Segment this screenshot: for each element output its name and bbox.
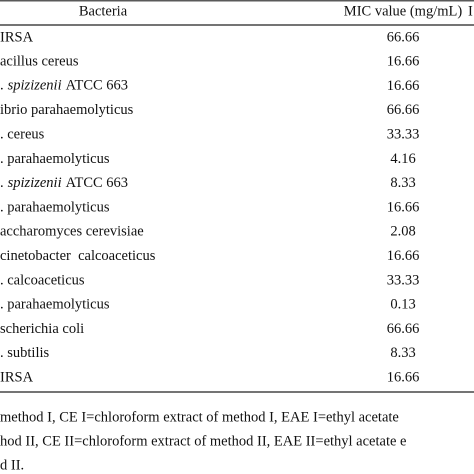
bacteria-cell: . calcoaceticus bbox=[0, 272, 85, 288]
header-cell: MIC value (mg/mL) bbox=[344, 3, 463, 19]
mic-cell: 66.66 bbox=[387, 321, 420, 337]
bacteria-part: spizizenii bbox=[8, 175, 62, 191]
bacteria-part: ATCC 663 bbox=[66, 78, 128, 94]
footnote-line: hod II, CE II=chloroform extract of meth… bbox=[0, 433, 406, 449]
bacteria-cell: IRSA bbox=[0, 370, 34, 386]
mic-cell: 0.13 bbox=[390, 297, 415, 313]
bacteria-cell: . subtilis bbox=[0, 345, 50, 361]
mic-cell: 66.66 bbox=[387, 29, 420, 45]
bacteria-cell: . cereus bbox=[0, 127, 45, 143]
bacteria-part: . bbox=[0, 78, 4, 94]
mic-cell: 16.66 bbox=[387, 78, 420, 94]
bacteria-cell: . parahaemolyticus bbox=[0, 151, 110, 167]
bacteria-cell: IRSA bbox=[0, 29, 34, 45]
bacteria-cell: . spizizenii ATCC 663 bbox=[0, 175, 128, 191]
bacteria-cell: acillus cereus bbox=[0, 54, 79, 70]
header-cell: Bacteria bbox=[79, 3, 128, 19]
bacteria-cell: ibrio parahaemolyticus bbox=[0, 102, 134, 118]
mic-cell: 4.16 bbox=[390, 151, 415, 167]
mic-cell: 16.66 bbox=[387, 199, 420, 215]
bacteria-cell: accharomyces cerevisiae bbox=[0, 224, 144, 240]
bacteria-cell: scherichia coli bbox=[0, 321, 84, 337]
footnote-line: d II. bbox=[0, 457, 24, 473]
mic-cell: 33.33 bbox=[387, 272, 420, 288]
footnote-line: method I, CE I=chloroform extract of met… bbox=[0, 409, 399, 425]
bacteria-cell: . parahaemolyticus bbox=[0, 297, 110, 313]
bacteria-part: spizizenii bbox=[8, 78, 62, 94]
mic-cell: 16.66 bbox=[387, 248, 420, 264]
mic-cell: 8.33 bbox=[390, 345, 415, 361]
header-cell: I bbox=[468, 3, 473, 19]
bacteria-part: . bbox=[0, 175, 4, 191]
bacteria-part: ATCC 663 bbox=[66, 175, 128, 191]
mic-cell: 2.08 bbox=[390, 224, 415, 240]
bacteria-cell: cinetobacter calcoaceticus bbox=[0, 248, 156, 264]
mic-cell: 16.66 bbox=[387, 370, 420, 386]
mic-cell: 8.33 bbox=[390, 175, 415, 191]
mic-cell: 66.66 bbox=[387, 102, 420, 118]
mic-cell: 33.33 bbox=[387, 127, 420, 143]
bacteria-cell: . spizizenii ATCC 663 bbox=[0, 78, 128, 94]
mic-cell: 16.66 bbox=[387, 54, 420, 70]
bacteria-cell: . parahaemolyticus bbox=[0, 199, 110, 215]
